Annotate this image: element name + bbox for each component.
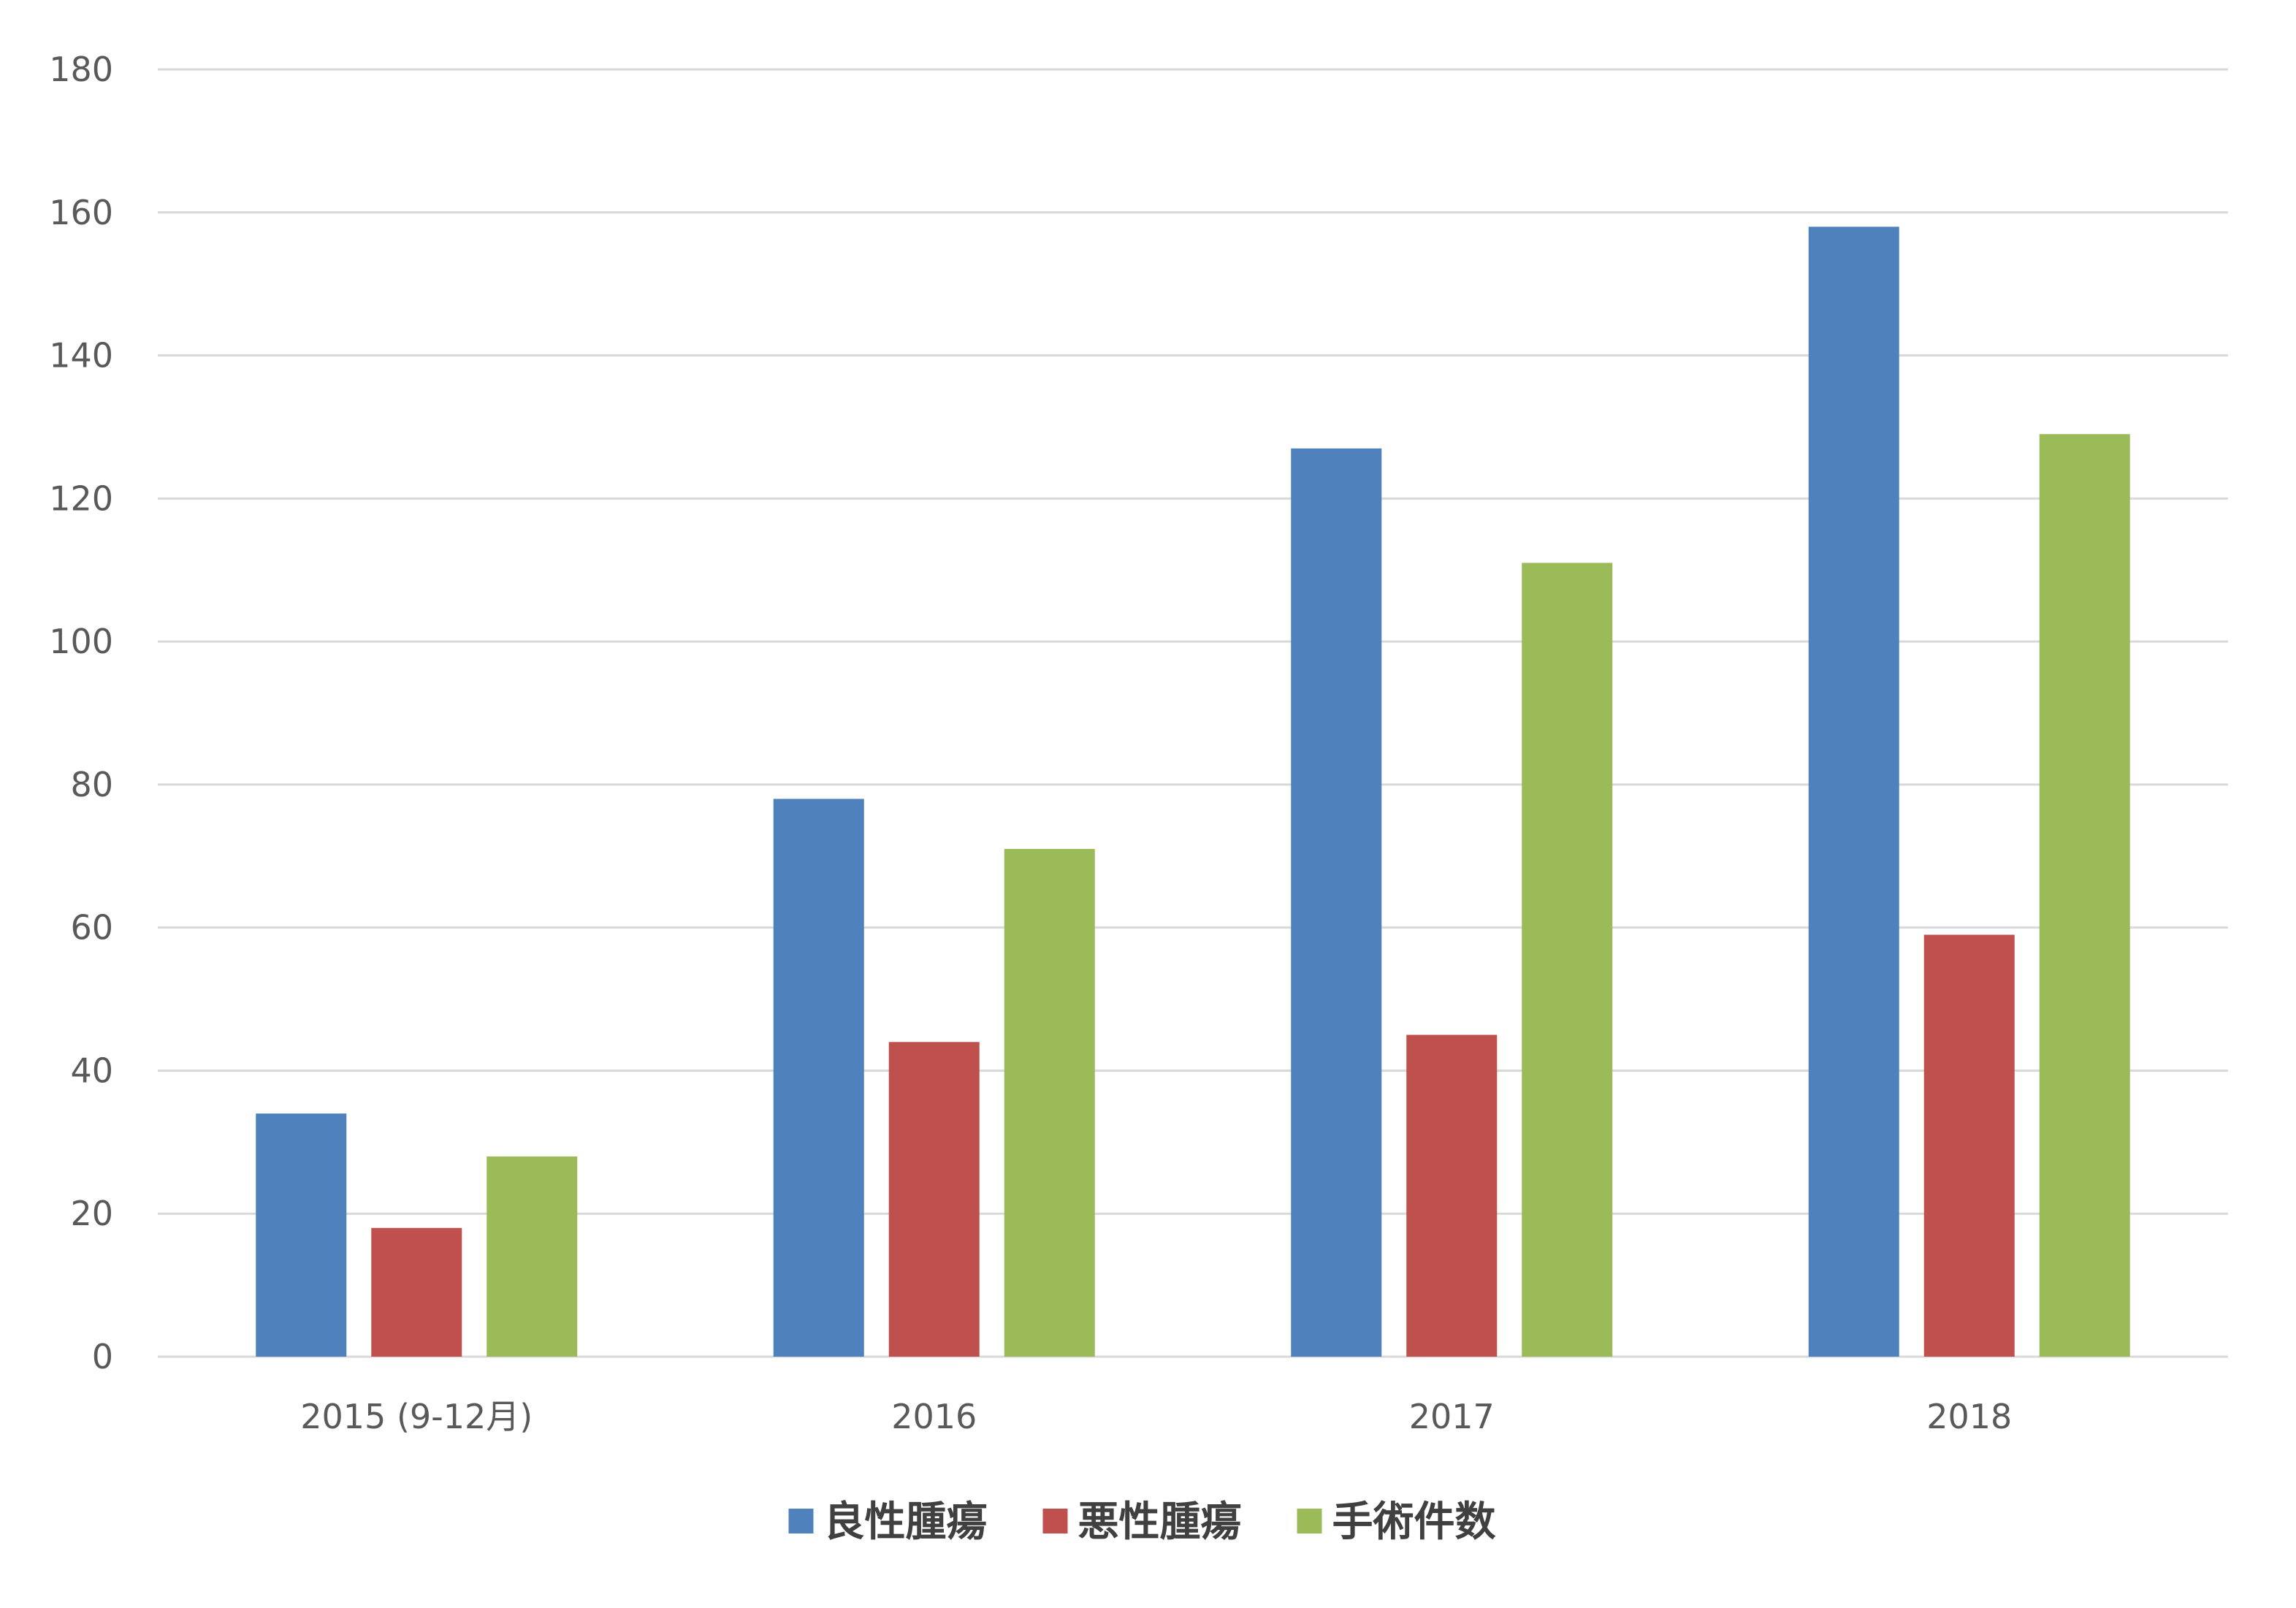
y-tick-label: 80	[70, 765, 113, 804]
gridlines	[158, 68, 2228, 1358]
bar	[1923, 934, 2015, 1357]
y-tick-label: 0	[92, 1337, 113, 1376]
bar	[1808, 226, 1899, 1357]
y-axis-ticks: 0 20 40 60 80 100 120 140 160 180	[49, 50, 113, 1376]
legend-swatch	[1042, 1509, 1068, 1533]
bar	[1522, 563, 1613, 1357]
bar	[1406, 1034, 1498, 1357]
y-tick-label: 100	[49, 622, 113, 661]
legend: 良性腫瘍 悪性腫瘍 手術件数	[788, 1498, 1496, 1546]
legend-item: 手術件数	[1297, 1498, 1496, 1546]
legend-swatch	[788, 1509, 814, 1533]
bar	[256, 1113, 347, 1357]
x-axis-ticks: 2015 (9-12月) 2016 2017 2018	[300, 1397, 2012, 1436]
y-tick-label: 60	[70, 908, 113, 948]
x-tick-label: 2016	[891, 1397, 977, 1436]
bar	[773, 799, 864, 1357]
y-tick-label: 140	[49, 336, 113, 376]
y-tick-label: 20	[70, 1194, 113, 1233]
bar	[487, 1156, 578, 1357]
legend-item: 悪性腫瘍	[1042, 1498, 1242, 1546]
bar	[371, 1227, 462, 1357]
x-tick-label: 2017	[1409, 1397, 1495, 1436]
legend-swatch	[1297, 1509, 1322, 1533]
legend-label: 手術件数	[1332, 1498, 1496, 1546]
legend-label: 良性腫瘍	[824, 1498, 988, 1546]
bars	[256, 226, 2130, 1357]
bar	[1004, 848, 1095, 1357]
bar	[888, 1042, 980, 1357]
bar	[2039, 434, 2130, 1357]
legend-label: 悪性腫瘍	[1078, 1498, 1242, 1546]
bar	[1291, 448, 1382, 1357]
y-tick-label: 40	[70, 1051, 113, 1090]
x-tick-label: 2018	[1926, 1397, 2012, 1436]
y-tick-label: 180	[49, 50, 113, 89]
y-tick-label: 160	[49, 193, 113, 232]
x-tick-label: 2015 (9-12月)	[300, 1397, 533, 1436]
y-tick-label: 120	[49, 479, 113, 518]
legend-item: 良性腫瘍	[788, 1498, 988, 1546]
